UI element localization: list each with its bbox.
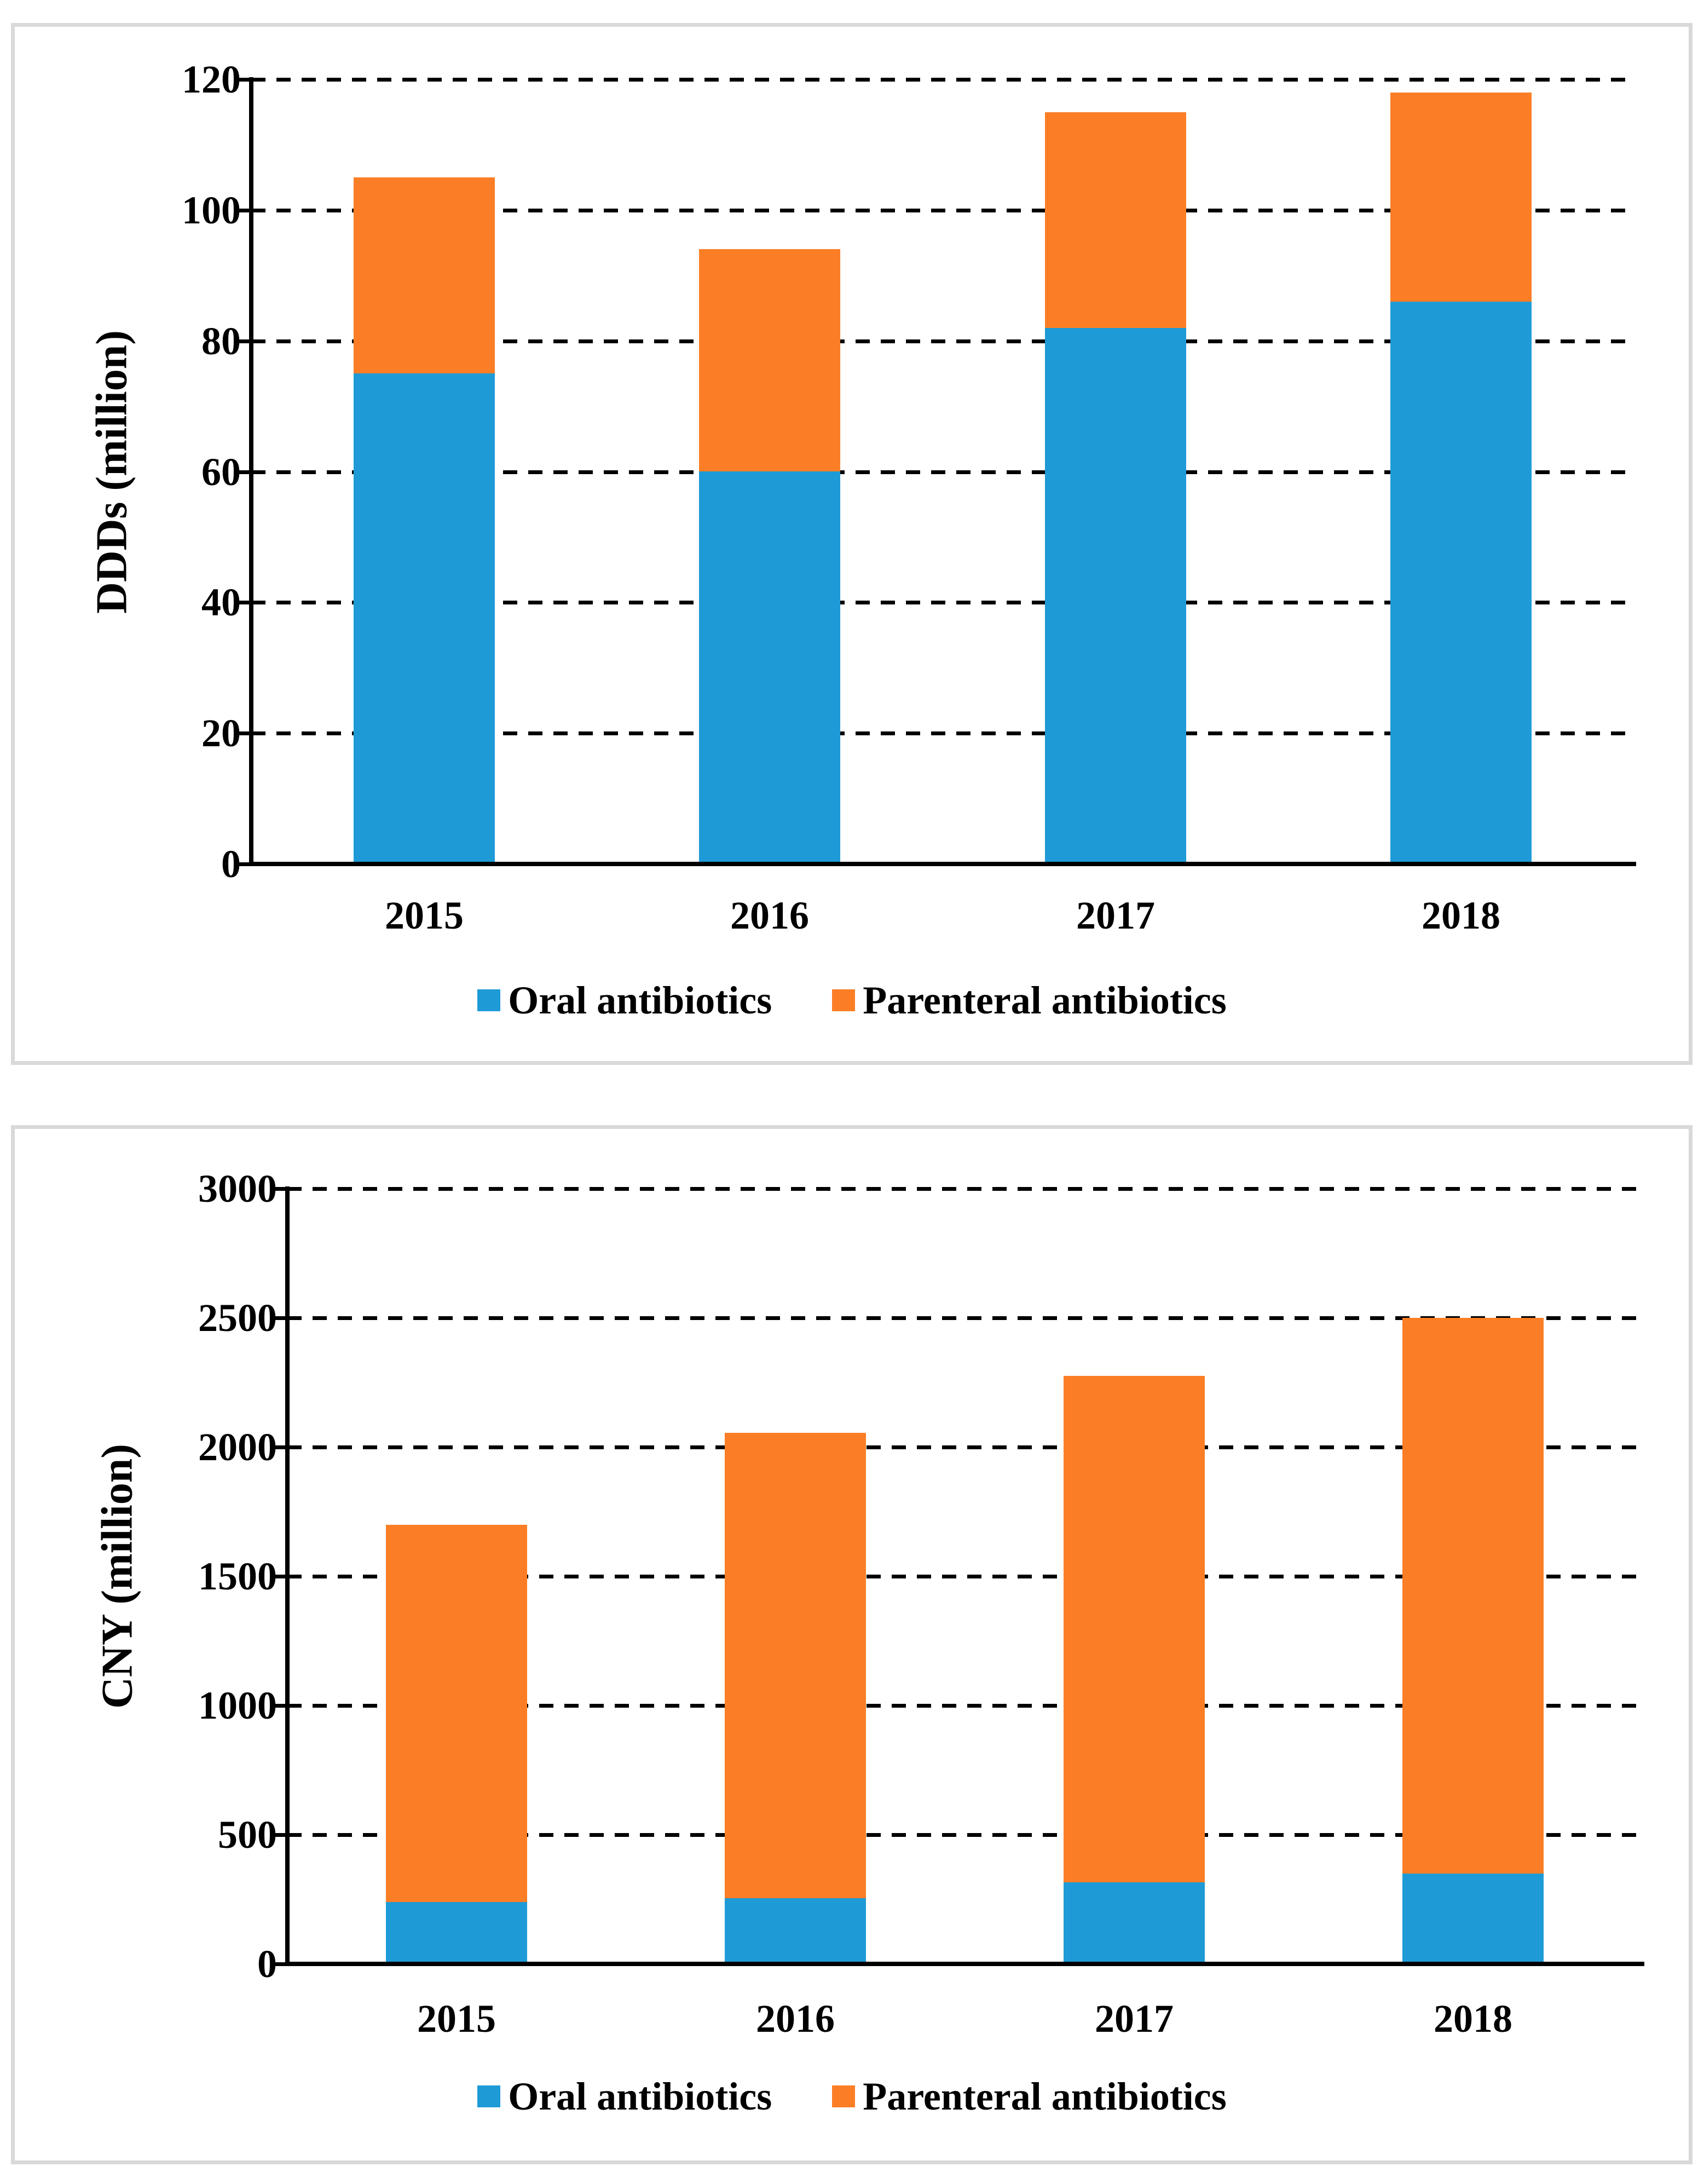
oral-bar-segment: [725, 1898, 866, 1964]
parenteral-legend-swatch: [832, 989, 856, 1011]
gridline: [287, 1316, 1642, 1320]
y-axis-tick: [237, 601, 251, 604]
y-tick-label: 0: [221, 842, 241, 886]
y-tick-label: 20: [201, 711, 241, 755]
y-axis-tick: [237, 862, 251, 866]
y-tick-label: 60: [201, 450, 241, 494]
parenteral-bar-segment: [1064, 1376, 1205, 1882]
gridline: [287, 1445, 1642, 1449]
legend-label: Parenteral antibiotics: [863, 2074, 1227, 2118]
parenteral-bar-segment: [386, 1525, 527, 1902]
parenteral-bar-segment: [354, 177, 495, 373]
legend-label: Parenteral antibiotics: [863, 978, 1227, 1022]
legend-item: Oral antibiotics: [477, 978, 772, 1022]
legend: Oral antibiotics Parenteral antibiotics: [0, 2073, 1704, 2119]
y-tick-label: 2000: [198, 1425, 277, 1469]
parenteral-bar-segment: [699, 249, 840, 471]
x-axis-line: [249, 862, 1636, 866]
x-tick-label: 2015: [417, 1997, 496, 2041]
x-tick-label: 2016: [730, 894, 809, 937]
oral-bar-segment: [386, 1902, 527, 1964]
gridline: [251, 470, 1634, 474]
x-tick-label: 2015: [385, 894, 464, 937]
gridline: [251, 209, 1634, 212]
y-tick-label: 1000: [198, 1684, 277, 1727]
y-axis-tick: [237, 209, 251, 212]
gridline: [287, 1704, 1642, 1708]
gridline: [251, 339, 1634, 343]
parenteral-bar-segment: [1390, 93, 1532, 302]
gridline: [251, 78, 1634, 82]
x-tick-label: 2016: [756, 1997, 835, 2041]
gridline: [287, 1187, 1642, 1191]
oral-bar-segment: [1402, 1874, 1544, 1964]
parenteral-legend-swatch: [832, 2085, 856, 2107]
y-axis-tick: [273, 1445, 287, 1449]
x-tick-label: 2018: [1422, 894, 1500, 937]
oral-bar-segment: [354, 373, 495, 864]
y-tick-label: 500: [218, 1813, 277, 1857]
y-axis-line: [249, 77, 253, 866]
oral-legend-swatch: [477, 2085, 501, 2107]
x-tick-label: 2018: [1434, 1997, 1512, 2041]
y-tick-label: 100: [182, 188, 241, 232]
x-axis-line: [285, 1962, 1644, 1966]
x-tick-label: 2017: [1095, 1997, 1174, 2041]
gridline: [251, 601, 1634, 604]
oral-bar-segment: [1045, 328, 1186, 864]
legend-item: Parenteral antibiotics: [832, 2074, 1227, 2118]
y-axis-tick: [237, 731, 251, 735]
y-tick-label: 40: [201, 580, 241, 624]
gridline: [287, 1575, 1642, 1578]
oral-bar-segment: [699, 471, 840, 864]
y-axis-tick: [273, 1316, 287, 1320]
y-axis-tick: [273, 1962, 287, 1966]
y-axis-tick: [273, 1187, 287, 1191]
y-axis-tick: [273, 1575, 287, 1578]
parenteral-bar-segment: [725, 1433, 866, 1898]
y-axis-title: DDDs (million): [88, 330, 136, 614]
y-axis-title: CNY (million): [93, 1444, 142, 1709]
legend-label: Oral antibiotics: [508, 2074, 772, 2118]
legend-label: Oral antibiotics: [508, 978, 772, 1022]
y-tick-label: 2500: [198, 1296, 277, 1340]
legend-item: Parenteral antibiotics: [832, 978, 1227, 1022]
legend: Oral antibiotics Parenteral antibiotics: [0, 977, 1704, 1023]
y-axis-tick: [237, 78, 251, 82]
y-axis-tick: [273, 1704, 287, 1708]
oral-bar-segment: [1390, 302, 1532, 864]
y-axis-tick: [273, 1833, 287, 1837]
oral-bar-segment: [1064, 1882, 1205, 1964]
y-tick-label: 1500: [198, 1554, 277, 1598]
y-tick-label: 80: [201, 319, 241, 363]
gridline: [251, 731, 1634, 735]
y-tick-label: 120: [182, 57, 241, 101]
y-axis-tick: [237, 470, 251, 474]
y-axis-line: [285, 1186, 290, 1966]
gridline: [287, 1833, 1642, 1837]
legend-item: Oral antibiotics: [477, 2074, 772, 2118]
parenteral-bar-segment: [1402, 1318, 1544, 1874]
y-axis-tick: [237, 339, 251, 343]
y-tick-label: 3000: [198, 1167, 277, 1211]
y-tick-label: 0: [257, 1942, 277, 1986]
x-tick-label: 2017: [1076, 894, 1155, 937]
oral-legend-swatch: [477, 989, 501, 1011]
parenteral-bar-segment: [1045, 112, 1186, 328]
